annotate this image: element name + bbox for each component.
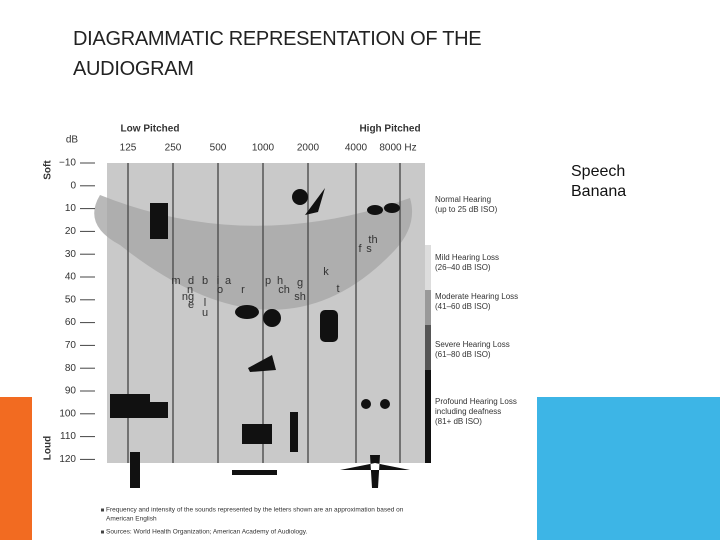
level-name: Moderate Hearing Loss <box>435 292 518 301</box>
icon-bird <box>384 203 400 213</box>
db-label: 30 <box>65 249 77 260</box>
band-severe <box>425 325 431 370</box>
side-label: Speech Banana <box>571 163 627 200</box>
band-moderate <box>425 290 431 325</box>
db-label: 70 <box>65 340 77 351</box>
frequency-label: 2000 <box>297 143 320 154</box>
slide-title: DIAGRAMMATIC REPRESENTATION OF THE AUDIO… <box>73 28 482 80</box>
band-profound <box>425 370 431 463</box>
icon-piano <box>248 355 276 372</box>
speech-sound: ng <box>182 291 194 303</box>
icon-truck <box>110 394 150 418</box>
speech-sound: ch <box>278 284 290 296</box>
level-range: (26–40 dB ISO) <box>435 263 491 272</box>
speech-sound: b <box>202 275 208 287</box>
speech-sound: sh <box>294 291 306 303</box>
speech-sound: e <box>188 299 194 311</box>
speech-sound: s <box>366 243 372 255</box>
speech-sound: l <box>204 297 206 309</box>
blue-block <box>537 397 720 540</box>
icon-truck-cab <box>150 402 168 418</box>
speech-sound: f <box>358 243 362 255</box>
frequency-label: 4000 <box>345 143 368 154</box>
speech-sound: g <box>297 277 303 289</box>
db-unit: dB <box>66 135 79 146</box>
icon-gun <box>232 470 277 475</box>
level-range: (81+ dB ISO) <box>435 417 482 426</box>
level-range: (up to 25 dB ISO) <box>435 205 498 214</box>
db-label: 40 <box>65 272 77 283</box>
frequency-label: 500 <box>210 143 227 154</box>
note-bullet <box>101 530 104 534</box>
icon-drums <box>242 424 272 444</box>
icon-leaf <box>305 188 325 215</box>
db-label: 20 <box>65 226 77 237</box>
footnote: Sources: World Health Organization; Amer… <box>106 529 308 536</box>
db-label: 80 <box>65 363 77 374</box>
band-normal <box>425 163 431 245</box>
frequency-label: 1000 <box>252 143 275 154</box>
speech-sound: i <box>217 275 219 287</box>
level-range: (61–80 dB ISO) <box>435 350 491 359</box>
db-label: 100 <box>59 408 76 419</box>
icon-motorcycle <box>361 399 371 409</box>
db-label: −10 <box>59 158 76 169</box>
note-bullet <box>101 508 104 512</box>
icon-plane <box>340 455 410 488</box>
level-name: Mild Hearing Loss <box>435 253 499 262</box>
speech-sound: p <box>265 275 271 287</box>
icon-guitarist <box>290 412 298 452</box>
icon-head <box>263 309 281 327</box>
speech-sound: o <box>217 284 223 296</box>
frequency-label: 8000 Hz <box>379 143 416 154</box>
speech-sound: a <box>225 275 232 287</box>
level-range: (41–60 dB ISO) <box>435 302 491 311</box>
band-mild <box>425 245 431 290</box>
level-name: Severe Hearing Loss <box>435 340 510 349</box>
speech-sound: u <box>202 307 208 319</box>
soft-label: Soft <box>43 160 54 180</box>
level-name: Normal Hearing <box>435 195 491 204</box>
icon-speech <box>235 305 259 319</box>
speech-sound: k <box>323 266 329 278</box>
level-name: Profound Hearing Loss <box>435 397 517 406</box>
db-label: 110 <box>60 431 76 442</box>
orange-block <box>0 397 32 540</box>
icon-motorcycle <box>380 399 390 409</box>
speech-sound: m <box>171 275 180 287</box>
loud-label: Loud <box>43 436 54 460</box>
db-label: 10 <box>65 203 77 214</box>
high-label: High Pitched <box>359 124 420 135</box>
speech-sound: h <box>277 275 283 287</box>
icon-worker <box>130 452 140 488</box>
speech-sound: n <box>187 284 193 296</box>
db-label: 120 <box>59 454 76 465</box>
icon-bird <box>367 205 383 215</box>
db-label: 60 <box>65 317 77 328</box>
footnote: Frequency and intensity of the sounds re… <box>106 507 404 514</box>
speech-sound: t <box>336 283 339 295</box>
db-label: 50 <box>65 294 77 305</box>
speech-sound: r <box>241 284 245 296</box>
icon-fridge <box>150 203 168 239</box>
frequency-label: 125 <box>120 143 137 154</box>
footnote: American English <box>106 516 157 523</box>
db-label: 0 <box>70 180 76 191</box>
icon-leaves <box>292 189 308 205</box>
speech-sound: th <box>368 234 377 246</box>
speech-sound: d <box>188 275 194 287</box>
icon-vacuum <box>320 310 338 342</box>
icons <box>110 188 410 488</box>
low-label: Low Pitched <box>121 124 180 135</box>
db-label: 90 <box>65 386 77 397</box>
frequency-label: 250 <box>165 143 182 154</box>
level-extra: including deafness <box>435 407 501 416</box>
